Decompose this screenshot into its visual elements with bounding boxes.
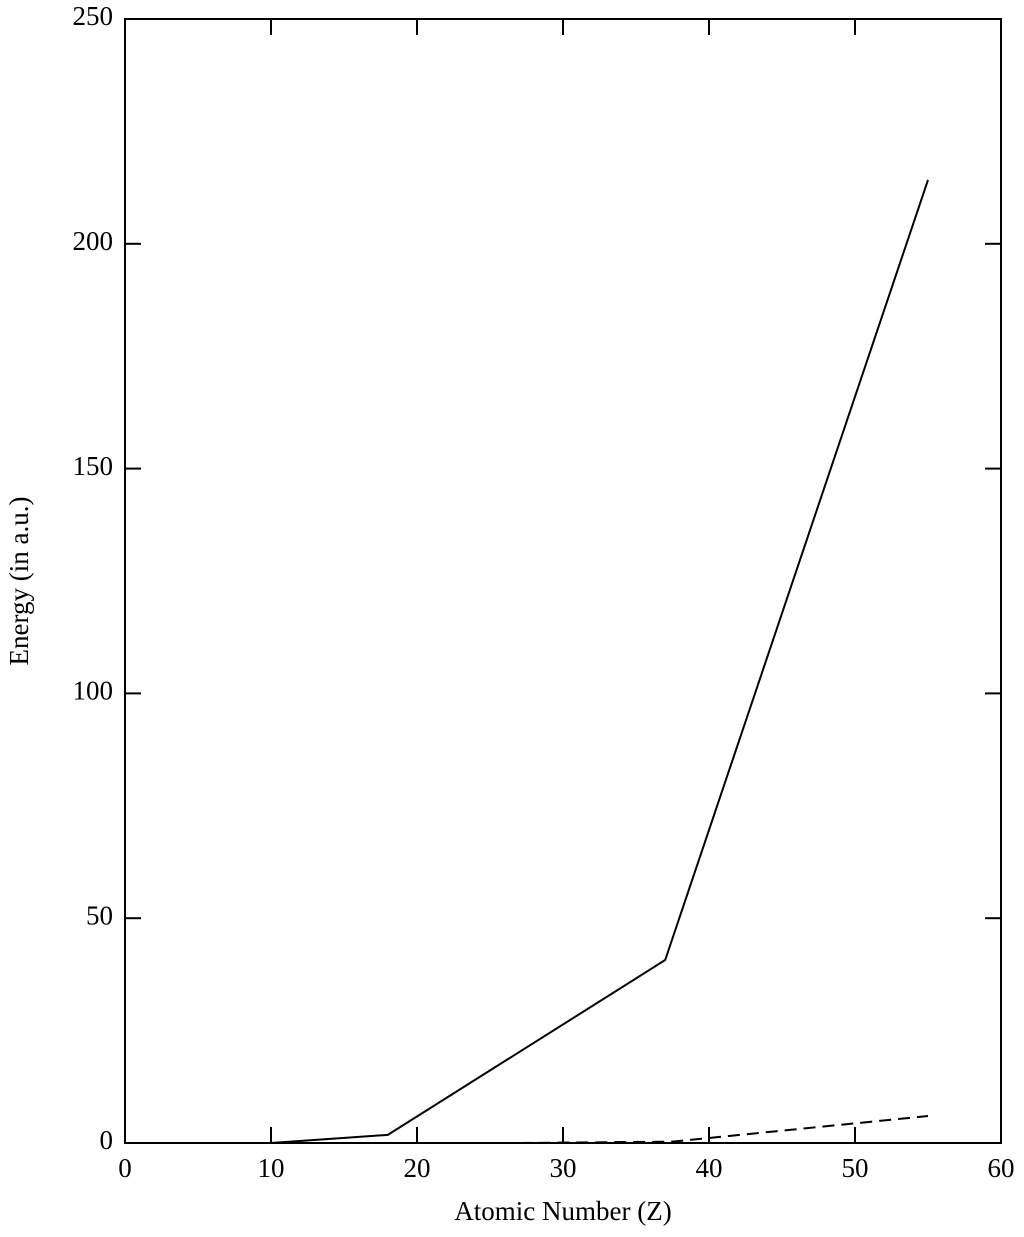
y-tick-label: 250 <box>73 1 114 31</box>
plot-frame <box>124 18 1002 1144</box>
x-axis-label: Atomic Number (Z) <box>454 1196 671 1226</box>
y-tick-label: 100 <box>73 676 114 706</box>
data-line <box>270 179 929 1144</box>
y-tick-label: 200 <box>73 226 114 256</box>
y-tick-label: 150 <box>73 451 114 481</box>
data-line <box>519 1115 929 1144</box>
y-tick-label: 50 <box>86 900 113 930</box>
y-tick-label: 0 <box>100 1125 114 1155</box>
x-tick-label: 20 <box>404 1153 431 1183</box>
y-axis-label: Energy (in a.u.) <box>4 497 34 666</box>
x-tick-label: 50 <box>842 1153 869 1183</box>
x-tick-label: 40 <box>696 1153 723 1183</box>
x-tick-label: 30 <box>550 1153 577 1183</box>
x-tick-label: 60 <box>988 1153 1015 1183</box>
x-tick-label: 10 <box>258 1153 285 1183</box>
x-tick-label: 0 <box>118 1153 132 1183</box>
